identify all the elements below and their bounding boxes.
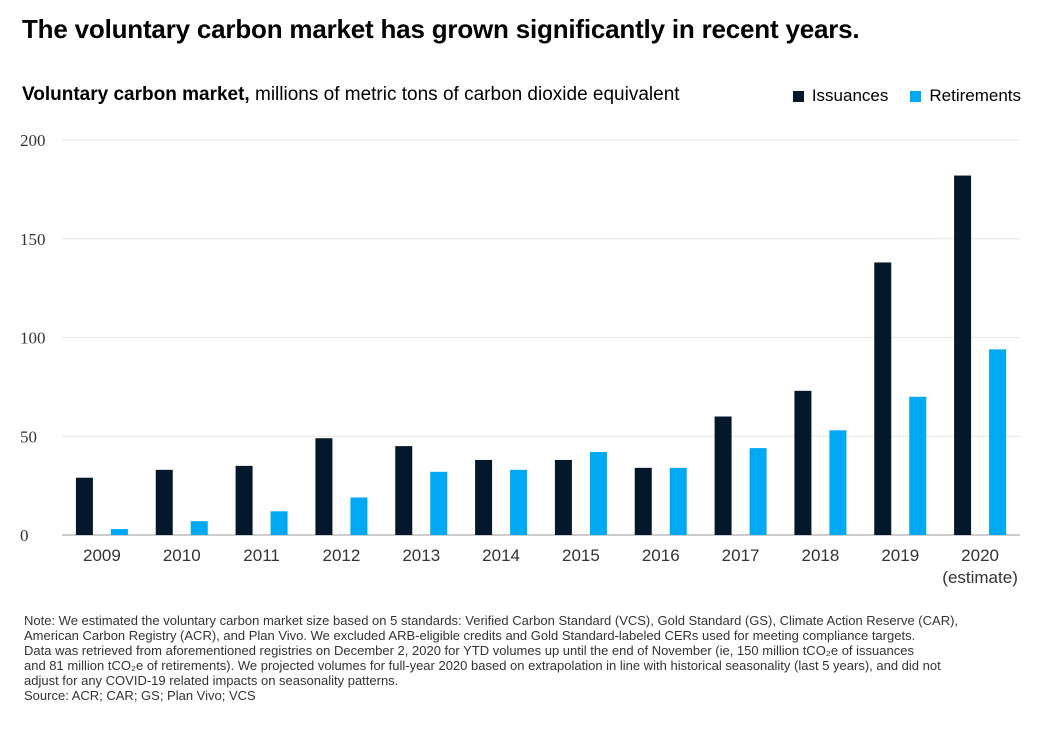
bar-chart: 0 50 100 150 200 2009 2010 2011 2012 2013 2014 2015… — [20, 131, 1020, 587]
chart-headline: The voluntary carbon market has grown si… — [22, 14, 860, 44]
retirement-bar — [989, 349, 1007, 535]
x-tick-label: 2012 — [323, 546, 361, 565]
issuance-bar — [315, 438, 333, 535]
x-tick-label: 2009 — [83, 546, 121, 565]
x-tick-sublabel: (estimate) — [942, 568, 1018, 587]
retirement-bar — [749, 448, 767, 535]
subtitle-bold: Voluntary carbon market, — [22, 84, 250, 105]
retirement-bar — [589, 452, 607, 535]
issuance-bar — [475, 459, 493, 535]
x-tick-label: 2017 — [722, 546, 760, 565]
x-tick-label: 2018 — [802, 546, 840, 565]
x-tick-label: 2019 — [881, 546, 919, 565]
issuance-bar — [395, 446, 413, 535]
issuance-bar — [554, 459, 572, 535]
legend-label-issuances: Issuances — [811, 86, 889, 105]
issuance-bar — [75, 477, 93, 535]
retirement-bar — [270, 511, 288, 535]
legend-item-retirements: Retirements — [910, 86, 1021, 106]
x-tick-label: 2015 — [562, 546, 600, 565]
retirement-bar — [510, 469, 528, 535]
y-tick-label: 150 — [20, 230, 46, 249]
retirement-bar — [669, 467, 687, 535]
note-line: adjust for any COVID-19 related impacts … — [24, 673, 399, 688]
issuance-bar — [235, 465, 253, 535]
y-tick-label: 0 — [20, 526, 29, 545]
y-tick-label: 50 — [20, 427, 37, 446]
source-line: Source: ACR; CAR; GS; Plan Vivo; VCS — [24, 688, 256, 703]
note-line: Note: We estimated the voluntary carbon … — [24, 613, 959, 628]
note-line: Data was retrieved from aforementioned r… — [24, 643, 914, 658]
issuance-bar — [155, 469, 173, 535]
chart-subtitle: Voluntary carbon market, millions of met… — [22, 84, 680, 106]
issuance-bar — [714, 416, 732, 535]
issuance-bar — [954, 175, 972, 536]
retirement-bar — [829, 430, 847, 535]
x-tick-label: 2013 — [402, 546, 440, 565]
x-tick-label: 2011 — [243, 546, 280, 565]
y-tick-label: 100 — [20, 329, 46, 348]
issuance-bar — [874, 262, 892, 535]
x-tick-label: 2016 — [642, 546, 680, 565]
retirement-bar — [190, 521, 208, 535]
x-tick-label: 2014 — [482, 546, 520, 565]
issuance-bar — [634, 467, 652, 535]
legend-swatch-issuances — [792, 90, 804, 102]
x-tick-label: 2020 — [961, 546, 999, 565]
retirement-bar — [430, 471, 448, 535]
x-tick-label: 2010 — [163, 546, 201, 565]
legend-label-retirements: Retirements — [929, 86, 1021, 105]
legend-swatch-retirements — [910, 90, 922, 102]
retirement-bar — [909, 396, 927, 535]
note-line: American Carbon Registry (ACR), and Plan… — [24, 628, 916, 643]
retirement-bar — [350, 497, 368, 535]
note-line: and 81 million tCO₂e of retirements). We… — [24, 658, 941, 673]
chart-notes: Note: We estimated the voluntary carbon … — [24, 613, 1024, 703]
retirement-bar — [110, 529, 128, 535]
legend-item-issuances: Issuances — [792, 86, 889, 106]
issuance-bar — [794, 390, 812, 535]
y-tick-label: 200 — [20, 131, 46, 150]
subtitle-units: millions of metric tons of carbon dioxid… — [249, 84, 680, 105]
chart-legend: Issuances Retirements — [792, 86, 1021, 106]
